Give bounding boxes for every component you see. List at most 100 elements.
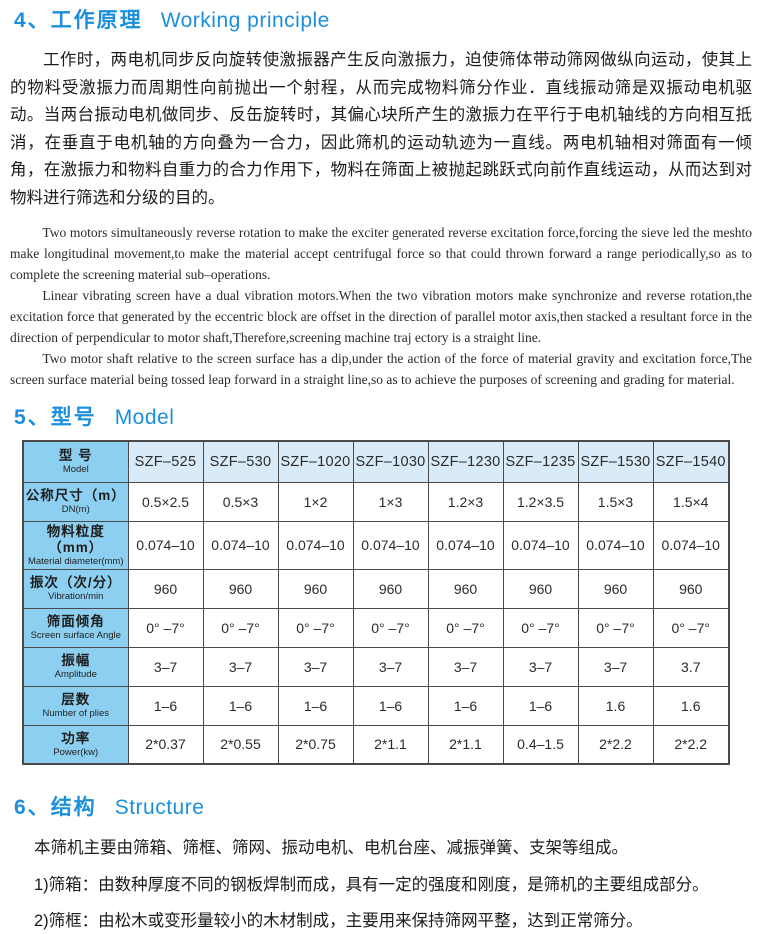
table-cell: 0.074–10 xyxy=(427,520,504,570)
table-cell: 2*1.1 xyxy=(352,724,429,765)
model-table: 型 号 Model SZF–525 SZF–530 SZF–1020 SZF–1… xyxy=(22,440,730,765)
working-principle-english-block: Two motors simultaneously reverse rotati… xyxy=(10,222,752,390)
row-header-cell: 物料粒度（mm） Material diameter(mm) xyxy=(22,520,129,570)
row-header-cn: 层数 xyxy=(61,692,91,707)
table-row-vibration: 振次（次/分） Vibration/min 960 960 960 960 96… xyxy=(22,568,730,609)
section4-heading: 4、工作原理 Working principle xyxy=(14,8,762,34)
section4-number: 4、 xyxy=(14,9,51,32)
table-cell: 960 xyxy=(577,568,654,609)
section5-title-cn: 型号 xyxy=(50,406,97,429)
table-cell: 0.074–10 xyxy=(127,520,204,570)
table-cell: 2*0.55 xyxy=(202,724,279,765)
row-header-cn: 振次（次/分） xyxy=(29,575,122,590)
model-header-cell: SZF–1530 xyxy=(577,440,654,483)
row-header-cn: 物料粒度（mm） xyxy=(46,523,105,555)
table-cell: 0° –7° xyxy=(652,607,730,648)
table-cell: 0.4–1.5 xyxy=(502,724,579,765)
row-header-cell: 层数 Number of plies xyxy=(22,685,129,726)
table-cell: 0° –7° xyxy=(202,607,279,648)
table-cell: 0.074–10 xyxy=(502,520,579,570)
table-cell: 1.5×4 xyxy=(652,481,730,522)
table-cell: 0° –7° xyxy=(277,607,354,648)
table-cell: 3–7 xyxy=(127,646,204,687)
table-row-material-diameter: 物料粒度（mm） Material diameter(mm) 0.074–10 … xyxy=(22,520,730,570)
table-cell: 0.5×2.5 xyxy=(127,481,204,522)
model-header-cell: SZF–1235 xyxy=(502,440,579,483)
structure-line: 本筛机主要由筛箱、筛框、筛网、振动电机、电机台座、减振弹簧、支架等组成。 xyxy=(34,839,628,857)
row-header-cell: 公称尺寸（m） DN(m) xyxy=(22,481,129,522)
corner-cell-en: Model xyxy=(62,464,89,476)
structure-line: 2)筛框：由松木或变形量较小的木材制成，主要用来保持筛网平整，达到正常筛分。 xyxy=(34,912,643,930)
model-header-cell: SZF–1030 xyxy=(352,440,429,483)
table-cell: 1–6 xyxy=(202,685,279,726)
working-principle-paragraph-en-2: Linear vibrating screen have a dual vibr… xyxy=(10,288,752,345)
section6-title-en: Structure xyxy=(114,796,205,819)
table-cell: 960 xyxy=(502,568,579,609)
structure-line: 1)筛箱：由数种厚度不同的钢板焊制而成，具有一定的强度和刚度，是筛机的主要组成部… xyxy=(34,875,709,894)
model-header-cell: SZF–530 xyxy=(202,440,279,483)
table-cell: 2*2.2 xyxy=(652,724,730,765)
section6-heading: 6、结构 Structure xyxy=(14,795,762,821)
table-cell: 0° –7° xyxy=(427,607,504,648)
table-header-row: 型 号 Model SZF–525 SZF–530 SZF–1020 SZF–1… xyxy=(22,440,730,483)
table-row-power: 功率 Power(kw) 2*0.37 2*0.55 2*0.75 2*1.1 … xyxy=(22,724,730,765)
working-principle-paragraph-en-1: Two motors simultaneously reverse rotati… xyxy=(10,225,752,282)
table-row-screen-angle: 筛面倾角 Screen surface Angle 0° –7° 0° –7° … xyxy=(22,607,730,648)
table-cell: 960 xyxy=(277,568,354,609)
section6-number: 6、 xyxy=(14,796,51,819)
table-cell: 960 xyxy=(352,568,429,609)
table-cell: 0° –7° xyxy=(352,607,429,648)
section4-title-cn: 工作原理 xyxy=(50,9,143,32)
table-cell: 1.2×3 xyxy=(427,481,504,522)
table-cell: 3–7 xyxy=(502,646,579,687)
section4-title-en: Working principle xyxy=(160,9,330,32)
corner-cell-cn: 型 号 xyxy=(58,448,93,464)
model-header-cell: SZF–525 xyxy=(127,440,204,483)
row-header-en: Number of plies xyxy=(42,708,110,719)
table-cell: 0° –7° xyxy=(502,607,579,648)
row-header-cell: 筛面倾角 Screen surface Angle xyxy=(22,607,129,648)
table-cell: 0.074–10 xyxy=(277,520,354,570)
table-cell: 1–6 xyxy=(502,685,579,726)
table-cell: 3–7 xyxy=(577,646,654,687)
row-header-en: Vibration/min xyxy=(48,591,104,602)
table-cell: 0.074–10 xyxy=(202,520,279,570)
table-cell: 1–6 xyxy=(352,685,429,726)
model-header-cell: SZF–1540 xyxy=(652,440,730,483)
table-row-amplitude: 振幅 Amplitude 3–7 3–7 3–7 3–7 3–7 3–7 3–7… xyxy=(22,646,730,687)
table-cell: 1–6 xyxy=(127,685,204,726)
row-header-cell: 功率 Power(kw) xyxy=(22,724,129,765)
table-cell: 960 xyxy=(127,568,204,609)
table-cell: 2*0.75 xyxy=(277,724,354,765)
table-cell: 1.2×3.5 xyxy=(502,481,579,522)
table-cell: 1×3 xyxy=(352,481,429,522)
section5-number: 5、 xyxy=(14,406,51,429)
row-header-en: Amplitude xyxy=(54,669,97,680)
row-header-en: Material diameter(mm) xyxy=(27,555,124,567)
table-row-plies: 层数 Number of plies 1–6 1–6 1–6 1–6 1–6 1… xyxy=(22,685,730,726)
table-cell: 1.5×3 xyxy=(577,481,654,522)
table-cell: 3–7 xyxy=(427,646,504,687)
section6-title-cn: 结构 xyxy=(50,796,97,819)
row-header-cell: 振次（次/分） Vibration/min xyxy=(22,568,129,609)
row-header-cn: 振幅 xyxy=(61,653,91,668)
table-cell: 1.6 xyxy=(652,685,730,726)
row-header-en: Power(kw) xyxy=(53,746,99,758)
corner-cell: 型 号 Model xyxy=(22,440,129,483)
table-cell: 3–7 xyxy=(277,646,354,687)
table-cell: 0° –7° xyxy=(127,607,204,648)
section5-heading: 5、型号 Model xyxy=(14,405,762,431)
section5-title-en: Model xyxy=(114,406,175,429)
row-header-cn: 筛面倾角 xyxy=(46,614,105,629)
row-header-cell: 振幅 Amplitude xyxy=(22,646,129,687)
row-header-cn: 公称尺寸（m） xyxy=(25,488,126,503)
table-row-dn: 公称尺寸（m） DN(m) 0.5×2.5 0.5×3 1×2 1×3 1.2×… xyxy=(22,481,730,522)
structure-text-block: 本筛机主要由筛箱、筛框、筛网、振动电机、电机台座、减振弹簧、支架等组成。 1)筛… xyxy=(34,830,748,934)
table-cell: 1×2 xyxy=(277,481,354,522)
table-cell: 0.5×3 xyxy=(202,481,279,522)
table-cell: 2*2.2 xyxy=(577,724,654,765)
table-cell: 0.074–10 xyxy=(577,520,654,570)
table-cell: 3–7 xyxy=(352,646,429,687)
table-cell: 2*0.37 xyxy=(127,724,204,765)
